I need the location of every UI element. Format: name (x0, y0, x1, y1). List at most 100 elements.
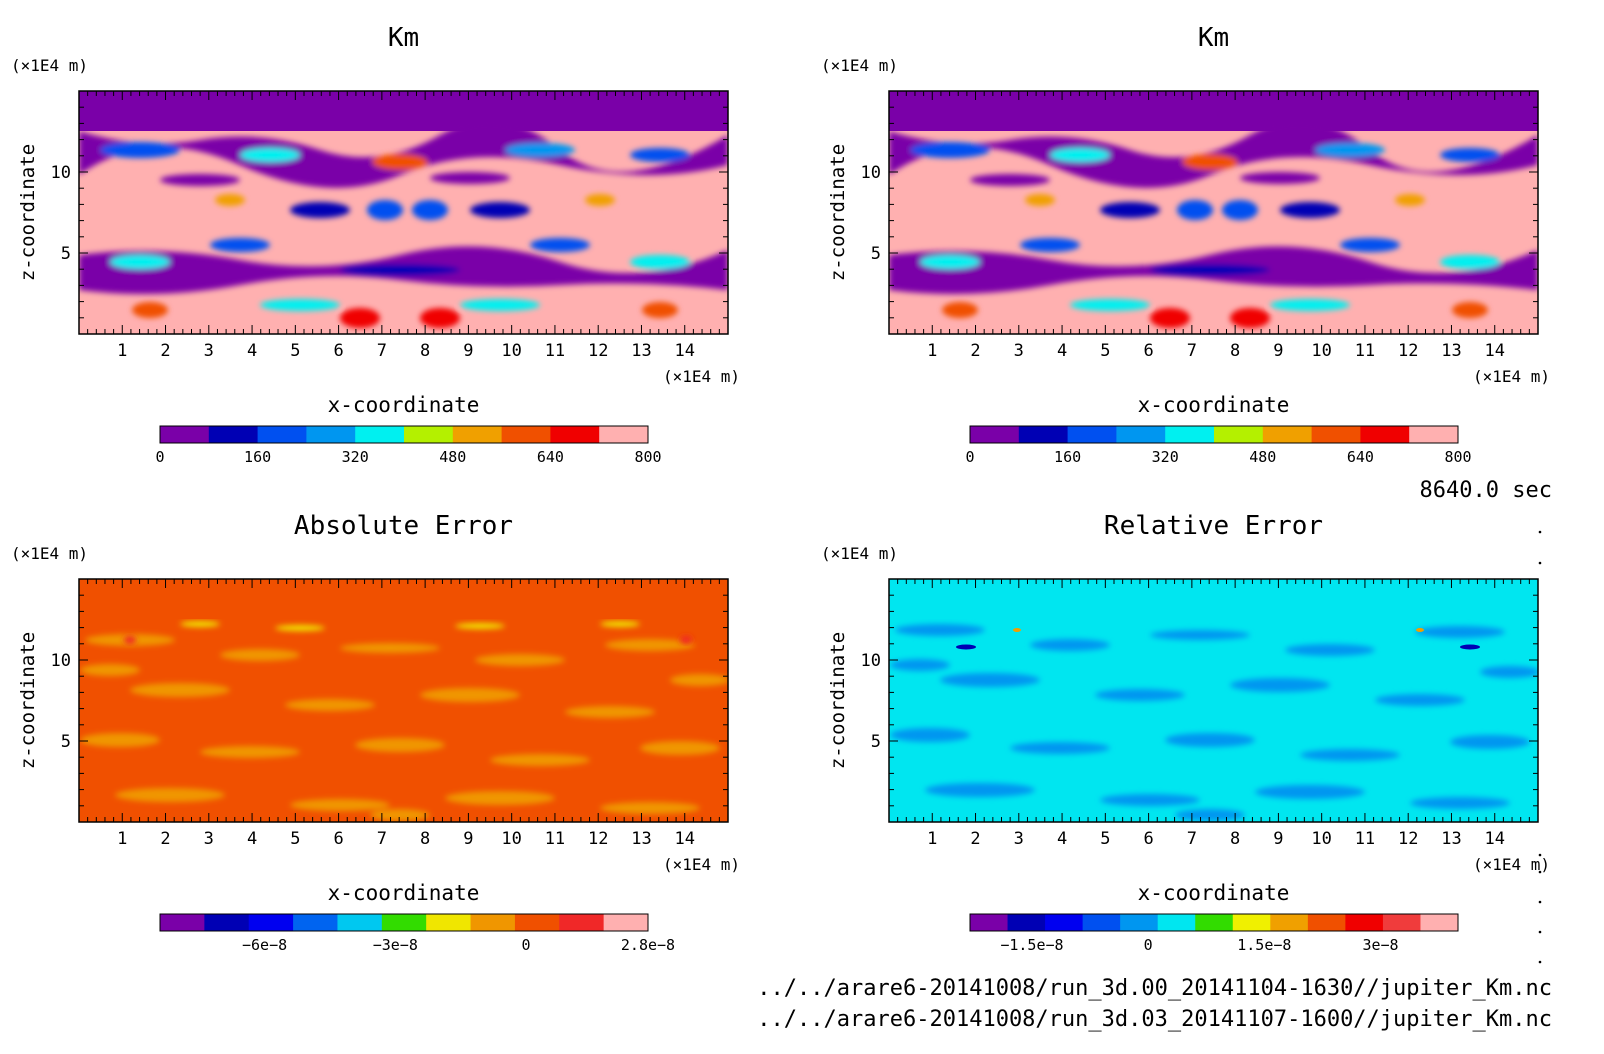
colorbar-swatch (355, 426, 405, 443)
x-tick-label: 13 (631, 829, 651, 849)
colorbar-tick-label: 160 (1054, 448, 1081, 466)
x-tick-label: 1 (927, 829, 937, 849)
absolute-error-field (79, 579, 728, 822)
marker-dot (1538, 870, 1542, 874)
x-tick-label: 1 (117, 829, 127, 849)
y-axis-label: z-coordinate (17, 144, 39, 281)
x-tick-label: 2 (160, 829, 170, 849)
x-tick-label: 9 (1273, 341, 1283, 361)
marker-dot (1538, 960, 1542, 964)
x-tick-label: 7 (1187, 341, 1197, 361)
colorbar-tick-label: 800 (634, 448, 661, 466)
colorbar-swatch (426, 914, 472, 931)
colorbar-swatch (293, 914, 338, 931)
x-tick-label: 10 (1311, 829, 1331, 849)
colorbar-swatch (404, 426, 454, 443)
colorbar-swatch (1232, 914, 1271, 931)
x-tick-label: 12 (1398, 829, 1418, 849)
colorbar-swatch (470, 914, 516, 931)
colorbar-tick-label: −3e−8 (373, 936, 418, 954)
colorbar-swatch (1157, 914, 1196, 931)
y-axis-label: z-coordinate (827, 632, 849, 769)
colorbar-swatch (599, 426, 649, 443)
relative-error-field (889, 579, 1538, 822)
x-tick-label: 12 (1398, 341, 1418, 361)
x-tick-label: 14 (1484, 341, 1504, 361)
colorbar-tick-label: 640 (537, 448, 564, 466)
x-unit-label: (×1E4 m) (663, 855, 740, 874)
colorbar-tick-label: 480 (439, 448, 466, 466)
colorbar-swatch (208, 426, 259, 443)
colorbar-swatch (1270, 914, 1309, 931)
x-tick-label: 4 (1057, 341, 1067, 361)
x-tick-label: 2 (970, 829, 980, 849)
colorbar-swatch (603, 914, 649, 931)
x-axis-label: x-coordinate (328, 881, 480, 905)
y-axis-label: z-coordinate (827, 144, 849, 281)
x-tick-label: 5 (1100, 341, 1110, 361)
colorbar-tick-label: −1.5e−8 (1000, 936, 1063, 954)
x-tick-label: 6 (333, 341, 343, 361)
x-tick-label: 5 (290, 829, 300, 849)
file-path-1: ../../arare6-20141008/run_3d.00_20141104… (757, 976, 1552, 1001)
colorbar-swatch (1165, 426, 1215, 443)
colorbar-frame (159, 425, 649, 444)
colorbar-tick-label: 1.5e−8 (1237, 936, 1291, 954)
y-tick-label: 5 (61, 732, 71, 752)
y-unit-label: (×1E4 m) (821, 56, 898, 75)
x-tick-label: 9 (463, 829, 473, 849)
x-tick-label: 8 (1230, 829, 1240, 849)
x-tick-label: 3 (1014, 829, 1024, 849)
x-unit-label: (×1E4 m) (1473, 367, 1550, 386)
colorbar-tick-label: 320 (342, 448, 369, 466)
colorbar-tick-label: 480 (1249, 448, 1276, 466)
x-tick-label: 14 (1484, 829, 1504, 849)
x-axis-label: x-coordinate (1138, 881, 1290, 905)
colorbar-swatch (1120, 914, 1159, 931)
time-label: 8640.0 sec (1419, 478, 1552, 503)
colorbar-tick-label: 320 (1152, 448, 1179, 466)
y-unit-label: (×1E4 m) (11, 544, 88, 563)
marker-dot (1538, 853, 1542, 857)
marker-dot (1538, 530, 1542, 534)
x-tick-label: 6 (1143, 829, 1153, 849)
x-tick-label: 7 (377, 829, 387, 849)
x-tick-label: 7 (1187, 829, 1197, 849)
colorbar-swatch (381, 914, 427, 931)
colorbar-tick-label: 0 (521, 936, 530, 954)
chart-annotations: Km (×1E4 m) (×1E4 m) x-coordinate z-coordina… (11, 23, 1550, 964)
colorbar-swatch (1007, 914, 1046, 931)
panel-absolute-error (78, 578, 729, 823)
x-tick-label: 1 (927, 341, 937, 361)
x-tick-label: 9 (463, 341, 473, 361)
y-tick-label: 10 (861, 651, 881, 671)
panel-title: Km (388, 23, 419, 53)
panel-title: Absolute Error (294, 511, 513, 541)
x-tick-label: 2 (160, 341, 170, 361)
colorbar-swatch (1262, 426, 1313, 443)
x-tick-label: 10 (501, 829, 521, 849)
colorbar-swatch (452, 426, 503, 443)
x-tick-label: 8 (1230, 341, 1240, 361)
colorbar-swatch (1420, 914, 1459, 931)
colorbar-swatch (1382, 914, 1421, 931)
km-left-field (79, 91, 728, 334)
km-right-field-copy (889, 91, 1538, 334)
colorbar-tick-label: 800 (1444, 448, 1471, 466)
x-tick-label: 5 (290, 341, 300, 361)
colorbar-swatch (204, 914, 250, 931)
colorbar-tick-label: 3e−8 (1362, 936, 1398, 954)
x-tick-label: 14 (674, 341, 694, 361)
colorbar-swatch (1018, 426, 1069, 443)
panel-km-right (888, 90, 1539, 335)
x-tick-label: 11 (1355, 341, 1375, 361)
x-tick-label: 4 (247, 829, 257, 849)
x-tick-label: 5 (1100, 829, 1110, 849)
x-tick-label: 10 (501, 341, 521, 361)
x-tick-label: 3 (204, 341, 214, 361)
x-tick-label: 9 (1273, 829, 1283, 849)
colorbar-swatch (1195, 914, 1234, 931)
colorbar-swatch (1082, 914, 1121, 931)
x-tick-label: 11 (1355, 829, 1375, 849)
